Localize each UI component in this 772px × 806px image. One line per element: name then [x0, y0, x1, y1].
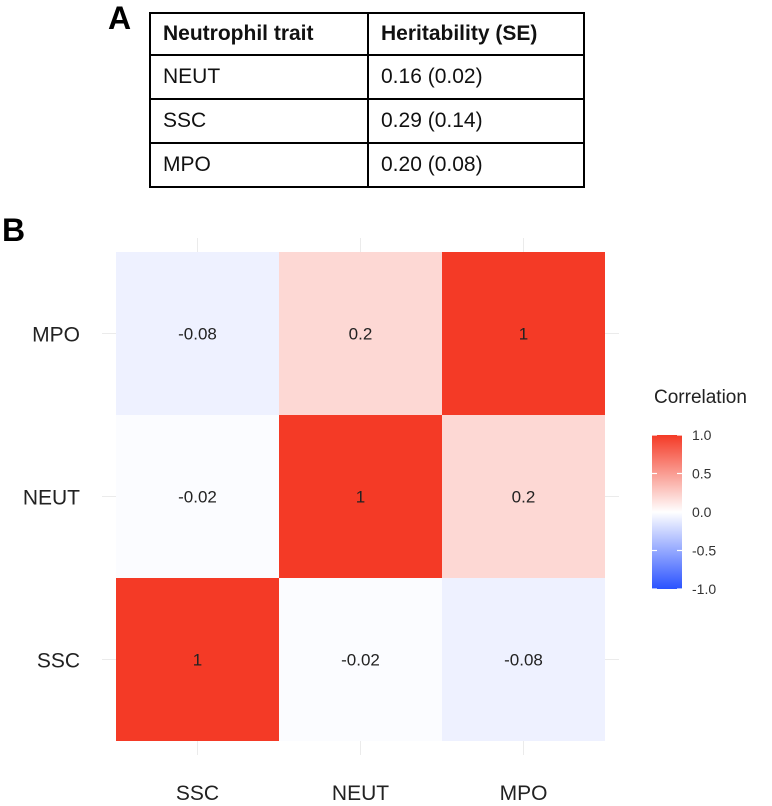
cell-value-label: 0.2: [512, 488, 536, 507]
heatmap-cell-ssc-neut: [279, 578, 442, 741]
column-header-trait: Neutrophil trait: [149, 12, 369, 56]
heritability-cell: 0.29 (0.14): [367, 98, 585, 144]
y-tick-label: MPO: [32, 324, 80, 347]
axis-tick-labels: SSC NEUT MPO SSC NEUT MPO: [23, 324, 548, 806]
trait-cell: SSC: [149, 98, 369, 144]
column-header-heritability: Heritability (SE): [367, 12, 585, 56]
heritability-table: Neutrophil trait Heritability (SE) NEUT …: [149, 12, 585, 188]
cell-value-label: -0.02: [341, 651, 380, 670]
heatmap-cell-ssc-ssc: [116, 578, 279, 741]
heatmap-cell-mpo-ssc: [116, 252, 279, 415]
x-tick-label: MPO: [500, 782, 548, 805]
heatmap-cell-ssc-mpo: [442, 578, 605, 741]
cell-value-label: 1: [193, 651, 202, 670]
heatmap-cell-neut-ssc: [116, 415, 279, 578]
table-row: SSC 0.29 (0.14): [149, 98, 585, 144]
cell-value-label: -0.02: [178, 488, 217, 507]
heatmap-cells: [116, 252, 605, 741]
heatmap-cell-neut-mpo: [442, 415, 605, 578]
legend-tick-label: -1.0: [692, 581, 716, 597]
table-row: NEUT 0.16 (0.02): [149, 54, 585, 100]
heatmap-cell-neut-neut: [279, 415, 442, 578]
x-tick-label: NEUT: [332, 782, 389, 805]
cell-value-label: 1: [519, 325, 528, 344]
heatmap-cell-labels: 1 -0.02 -0.08 -0.02 1 0.2 -0.08 0.2 1: [178, 325, 543, 670]
trait-cell: NEUT: [149, 54, 369, 100]
y-tick-label: SSC: [37, 650, 80, 673]
heritability-cell: 0.20 (0.08): [367, 142, 585, 188]
cell-value-label: 0.2: [349, 325, 373, 344]
heatmap-cell-mpo-neut: [279, 252, 442, 415]
trait-cell: MPO: [149, 142, 369, 188]
legend-tick-label: 1.0: [692, 427, 712, 443]
cell-value-label: -0.08: [504, 651, 543, 670]
legend-title: Correlation: [654, 387, 747, 408]
heritability-cell: 0.16 (0.02): [367, 54, 585, 100]
color-legend: Correlation 1.0 0.5 0.0 -0.5 -1.0: [652, 387, 747, 597]
table-header-row: Neutrophil trait Heritability (SE): [149, 12, 585, 56]
cell-value-label: 1: [356, 488, 365, 507]
heatmap-cell-mpo-mpo: [442, 252, 605, 415]
legend-tick-label: 0.0: [692, 504, 712, 520]
y-tick-label: NEUT: [23, 487, 80, 510]
x-tick-label: SSC: [176, 782, 219, 805]
legend-tick-label: -0.5: [692, 543, 716, 559]
cell-value-label: -0.08: [178, 325, 217, 344]
legend-tick-label: 0.5: [692, 466, 712, 482]
panel-b-label: B: [2, 212, 26, 248]
table-row: MPO 0.20 (0.08): [149, 142, 585, 188]
panel-a-label: A: [108, 0, 132, 36]
